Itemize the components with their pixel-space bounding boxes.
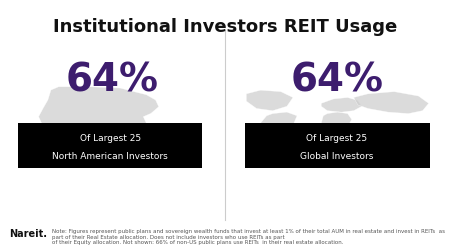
Polygon shape [39, 87, 159, 150]
Text: Institutional Investors REIT Usage: Institutional Investors REIT Usage [53, 18, 397, 36]
FancyBboxPatch shape [18, 122, 202, 168]
Text: Nareit.: Nareit. [9, 229, 47, 239]
Polygon shape [321, 98, 362, 112]
Polygon shape [354, 92, 428, 114]
Text: Global Investors: Global Investors [300, 152, 373, 161]
Text: 64%: 64% [66, 61, 159, 99]
Polygon shape [390, 123, 418, 134]
FancyBboxPatch shape [245, 122, 430, 168]
Text: 64%: 64% [291, 61, 384, 99]
Polygon shape [321, 112, 352, 132]
Text: Note: Figures represent public plans and sovereign wealth funds that invest at l: Note: Figures represent public plans and… [52, 229, 445, 245]
Polygon shape [261, 112, 297, 132]
Text: Of Largest 25: Of Largest 25 [306, 134, 367, 143]
Text: North American Investors: North American Investors [52, 152, 168, 161]
Text: Of Largest 25: Of Largest 25 [80, 134, 141, 143]
Polygon shape [247, 90, 293, 111]
